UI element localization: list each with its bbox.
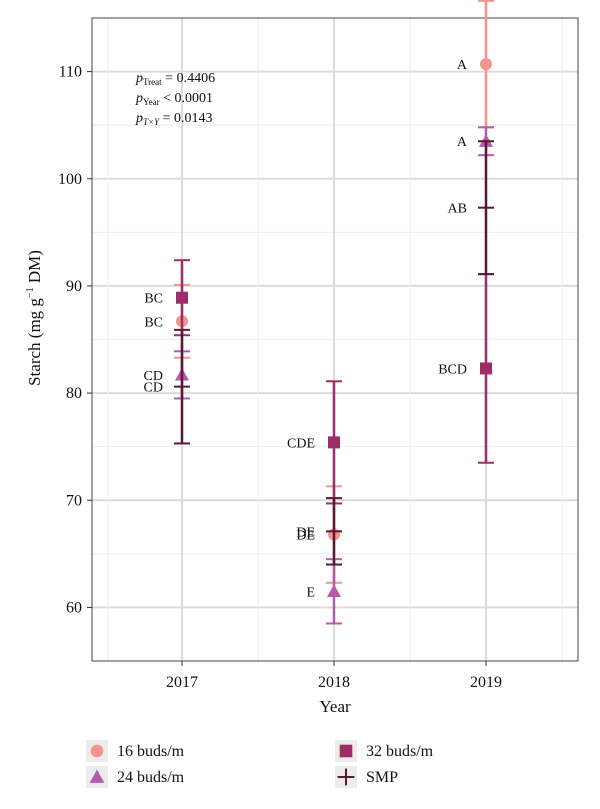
x-tick-label: 2019 <box>470 674 502 691</box>
legend-key-marker <box>339 744 353 758</box>
p-value-annotation: pYear < 0.0001 <box>135 91 213 107</box>
significance-letter: DE <box>296 525 315 540</box>
significance-letter: CD <box>144 369 163 384</box>
y-axis: 60 70 80 90 100 110 <box>58 64 92 616</box>
legend-label: 24 buds/m <box>117 769 185 786</box>
y-tick-label: 60 <box>66 599 82 616</box>
legend-key-marker <box>90 744 104 758</box>
legend-key-marker <box>337 768 355 786</box>
data-marks <box>174 0 494 625</box>
data-point-marker <box>480 362 492 375</box>
x-tick-label: 2017 <box>166 674 198 691</box>
data-point-marker <box>176 291 188 304</box>
significance-letter: AB <box>448 202 467 217</box>
data-point-group <box>326 380 342 505</box>
y-tick-label: 80 <box>66 385 82 402</box>
y-tick-label: 100 <box>58 171 82 188</box>
legend-entry: SMP <box>335 766 398 788</box>
p-value-annotations: pTreat = 0.4406 pYear < 0.0001 pT×Y = 0.01… <box>135 71 215 127</box>
y-axis-title: Starch (mg g−1 DM) <box>25 250 44 386</box>
data-point-group <box>326 497 342 566</box>
data-point-group <box>326 558 342 625</box>
significance-letter: CD <box>144 381 163 396</box>
significance-letter: BC <box>144 315 163 330</box>
significance-letter: CDE <box>287 436 315 451</box>
data-point-marker <box>326 523 342 540</box>
x-tick-label: 2018 <box>318 674 350 691</box>
significance-letter: A <box>457 135 468 150</box>
legend-entry: 24 buds/m <box>86 766 185 788</box>
significance-letter: A <box>457 58 468 73</box>
legend-entry: 16 buds/m <box>86 740 185 762</box>
data-point-group <box>478 140 494 276</box>
p-value-annotation: pTreat = 0.4406 <box>135 71 215 87</box>
p-value-annotation: pT×Y = 0.0143 <box>135 111 213 127</box>
significance-letter: BCD <box>438 362 467 377</box>
legend: 16 buds/m 24 buds/m 32 buds/m SMP <box>86 740 434 788</box>
data-point-group <box>174 328 190 445</box>
legend-entry: 32 buds/m <box>335 740 434 762</box>
legend-label: 16 buds/m <box>117 743 185 760</box>
data-point-marker <box>327 584 341 597</box>
y-tick-label: 110 <box>59 64 82 81</box>
data-point-marker <box>328 436 340 449</box>
data-point-group <box>478 273 494 464</box>
significance-letter: E <box>306 585 315 600</box>
plot-panel-border <box>91 17 579 662</box>
x-axis: 2017 2018 2019 <box>166 661 502 691</box>
legend-label: 32 buds/m <box>366 743 434 760</box>
data-point-marker <box>174 378 190 395</box>
data-point-marker <box>478 199 494 216</box>
y-tick-label: 70 <box>66 492 82 509</box>
data-point-marker <box>480 58 492 71</box>
significance-letter: BC <box>144 292 163 307</box>
legend-key-marker <box>89 769 105 783</box>
significance-letter: DE <box>296 529 315 544</box>
data-point-group <box>478 0 494 129</box>
x-axis-title: Year <box>319 697 351 716</box>
y-tick-label: 90 <box>66 278 82 295</box>
legend-label: SMP <box>366 769 398 786</box>
data-point-group <box>174 259 190 337</box>
